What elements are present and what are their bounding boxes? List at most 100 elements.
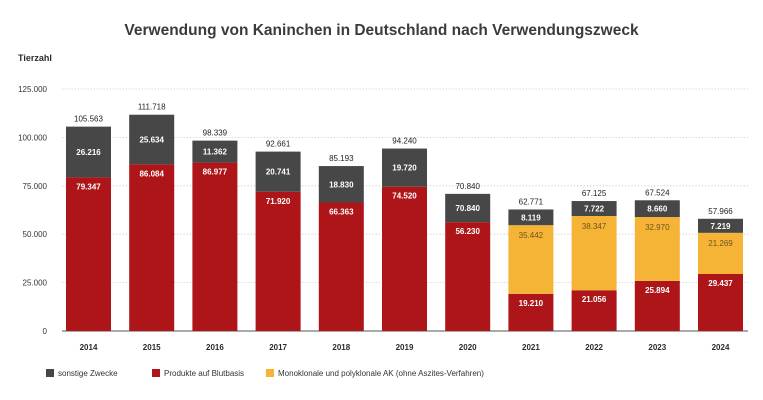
data-label-blutbasis-2019: 74.520	[392, 192, 417, 201]
bar-segment-blutbasis-2016	[192, 162, 238, 331]
data-label-blutbasis-2022: 21.056	[582, 295, 607, 304]
bar-group-2022: 21.056 38.347 7.722 67.125	[571, 189, 617, 331]
bar-segment-sonstige-2018	[318, 166, 364, 203]
legend-label-produkte-auf-blutbasis: Produkte auf Blutbasis	[164, 369, 244, 378]
x-tick-label-2020: 2020	[459, 343, 477, 352]
data-label-blutbasis-2015: 86.084	[139, 169, 164, 178]
data-label-monoklonale-2022: 38.347	[582, 222, 607, 231]
bar-segment-monoklonale-2023	[634, 217, 680, 281]
bar-segment-sonstige-2020	[445, 193, 491, 223]
y-tick-label-125000: 125.000	[18, 85, 47, 94]
y-tick-label-0: 0	[43, 327, 48, 336]
x-tick-label-2014: 2014	[80, 343, 98, 352]
data-label-sonstige-2015: 25.634	[139, 136, 164, 145]
total-label-2015: 111.718	[138, 103, 166, 112]
bar-segment-sonstige-2016	[192, 140, 238, 163]
bar-segment-sonstige-2014	[66, 126, 111, 178]
bar-group-2014: 79.347 26.216 105.563	[66, 115, 111, 331]
total-label-2023: 67.524	[645, 188, 670, 197]
x-tick-label-2017: 2017	[269, 343, 287, 352]
legend-swatch-sonstige-zwecke	[46, 369, 54, 377]
data-label-sonstige-2024: 7.219	[710, 222, 731, 231]
bar-segment-blutbasis-2015	[129, 164, 175, 331]
x-tick-label-2021: 2021	[522, 343, 540, 352]
data-label-sonstige-2014: 26.216	[76, 148, 101, 157]
x-tick-label-2024: 2024	[712, 343, 730, 352]
data-label-blutbasis-2014: 79.347	[76, 182, 101, 191]
total-label-2019: 94.240	[392, 137, 417, 146]
legend: sonstige Zwecke Produkte auf Blutbasis M…	[46, 369, 484, 378]
data-label-sonstige-2016: 11.362	[203, 148, 228, 157]
total-label-2020: 70.840	[455, 182, 480, 191]
legend-label-sonstige-zwecke: sonstige Zwecke	[58, 369, 118, 378]
data-label-sonstige-2017: 20.741	[266, 168, 291, 177]
data-label-sonstige-2021: 8.119	[521, 213, 541, 222]
bar-segment-blutbasis-2019	[382, 186, 427, 331]
x-tick-label-2022: 2022	[585, 343, 603, 352]
bar-group-2018: 66.363 18.830 85.193	[318, 154, 364, 331]
bar-segment-blutbasis-2023	[634, 280, 680, 331]
bar-segment-monoklonale-2022	[571, 215, 617, 291]
total-label-2021: 62.771	[519, 197, 544, 206]
bar-group-2017: 71.920 20.741 92.661	[255, 140, 301, 331]
x-axis-ticks: 2014 2015 2016 2017 2018 2019 2020 2021 2022 2023…	[80, 343, 730, 352]
data-label-sonstige-2022: 7.722	[584, 205, 605, 214]
y-tick-label-50000: 50.000	[23, 230, 48, 239]
y-tick-label-75000: 75.000	[23, 182, 48, 191]
legend-item-produkte-auf-blutbasis: Produkte auf Blutbasis	[152, 369, 244, 378]
data-label-monoklonale-2023: 32.970	[645, 223, 670, 232]
total-label-2018: 85.193	[329, 154, 354, 163]
total-label-2022: 67.125	[582, 189, 607, 198]
bar-segment-blutbasis-2022	[571, 290, 617, 331]
total-label-2024: 57.966	[708, 207, 733, 216]
bar-group-2024: 29.437 21.269 7.219 57.966	[698, 207, 743, 331]
data-label-sonstige-2023: 8.660	[647, 205, 668, 214]
data-label-monoklonale-2024: 21.269	[708, 239, 733, 248]
x-tick-label-2019: 2019	[396, 343, 414, 352]
total-label-2016: 98.339	[203, 129, 228, 138]
data-label-blutbasis-2018: 66.363	[329, 208, 354, 217]
x-tick-label-2023: 2023	[648, 343, 666, 352]
legend-item-monoklonale-ak: Monoklonale und polyklonale AK (ohne Asz…	[266, 369, 484, 378]
data-label-blutbasis-2023: 25.894	[645, 286, 670, 295]
bar-group-2021: 19.210 35.442 8.119 62.771	[508, 197, 554, 331]
bar-segment-sonstige-2024	[698, 218, 743, 233]
legend-swatch-monoklonale-ak	[266, 369, 274, 377]
data-label-blutbasis-2024: 29.437	[708, 279, 733, 288]
bar-segment-blutbasis-2017	[255, 191, 301, 331]
x-tick-label-2015: 2015	[143, 343, 161, 352]
data-label-monoklonale-2021: 35.442	[519, 231, 544, 240]
legend-item-sonstige-zwecke: sonstige Zwecke	[46, 369, 118, 378]
y-tick-label-100000: 100.000	[18, 133, 47, 142]
y-tick-label-25000: 25.000	[23, 279, 48, 288]
legend-swatch-produkte-auf-blutbasis	[152, 369, 160, 377]
data-label-sonstige-2020: 70.840	[455, 204, 480, 213]
bar-segment-monoklonale-2021	[508, 225, 554, 294]
bar-segment-blutbasis-2018	[318, 202, 364, 331]
data-label-sonstige-2019: 19.720	[392, 164, 417, 173]
legend-label-monoklonale-ak: Monoklonale und polyklonale AK (ohne Asz…	[278, 369, 484, 378]
y-axis-ticks: 0 25.000 50.000 75.000 100.000 125.000	[18, 85, 47, 336]
bar-segment-blutbasis-2024	[698, 274, 743, 331]
chart-title: Verwendung von Kaninchen in Deutschland …	[124, 22, 639, 39]
bar-segment-sonstige-2019	[382, 148, 427, 187]
bar-segment-sonstige-2021	[508, 209, 554, 226]
x-tick-label-2018: 2018	[332, 343, 350, 352]
bar-segment-monoklonale-2024	[698, 232, 743, 275]
bar-group-2020: 56.230 70.840 70.840	[445, 182, 491, 331]
bar-group-2019: 74.520 19.720 94.240	[382, 137, 427, 331]
data-label-sonstige-2018: 18.830	[329, 180, 354, 189]
bar-segment-sonstige-2023	[634, 200, 680, 218]
x-tick-label-2016: 2016	[206, 343, 224, 352]
bar-segment-blutbasis-2014	[66, 177, 111, 331]
data-label-blutbasis-2021: 19.210	[519, 299, 544, 308]
bar-segment-blutbasis-2021	[508, 293, 554, 331]
bar-segment-blutbasis-2020	[445, 222, 491, 331]
bar-group-2023: 25.894 32.970 8.660 67.524	[634, 188, 680, 331]
total-label-2014: 105.563	[74, 115, 103, 124]
bar-segment-sonstige-2017	[255, 151, 301, 192]
data-label-blutbasis-2017: 71.920	[266, 197, 291, 206]
y-axis-label: Tierzahl	[18, 53, 52, 63]
data-label-blutbasis-2016: 86.977	[203, 168, 228, 177]
